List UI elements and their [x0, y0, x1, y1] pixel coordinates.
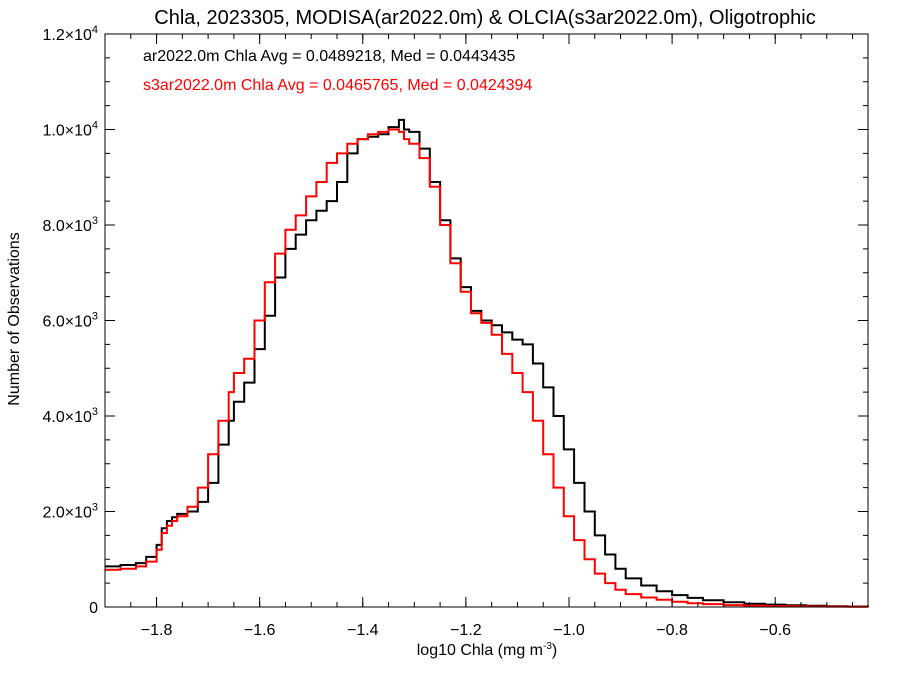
x-axis-label-superscript: -3 — [543, 641, 552, 652]
x-tick-label-2: −1.4 — [347, 622, 379, 639]
y-tick-label-6: 1.2×104 — [42, 24, 98, 44]
x-tick-label-1: −1.6 — [244, 622, 276, 639]
x-tick-label-6: −0.6 — [759, 622, 791, 639]
annotation-0: ar2022.0m Chla Avg = 0.0489218, Med = 0.… — [143, 48, 516, 65]
y-tick-label-3: 6.0×103 — [42, 311, 98, 331]
series-layer — [105, 118, 869, 608]
x-tick-label-0: −1.8 — [141, 622, 173, 639]
annotation-1: s3ar2022.0m Chla Avg = 0.0465765, Med = … — [143, 77, 532, 94]
y-tick-label-4: 8.0×103 — [42, 215, 98, 235]
chart-title: Chla, 2023305, MODISA(ar2022.0m) & OLCIA… — [154, 7, 815, 29]
y-tick-label-5: 1.0×104 — [42, 120, 98, 140]
x-tick-label-3: −1.2 — [450, 622, 482, 639]
x-axis-label: log10 Chla (mg m-3) — [417, 641, 558, 659]
annotation-layer: ar2022.0m Chla Avg = 0.0489218, Med = 0.… — [143, 48, 532, 94]
y-axis-label: Number of Observations — [6, 232, 23, 405]
y-tick-label-1: 2.0×103 — [42, 502, 98, 522]
x-axis-label-end: ) — [552, 642, 557, 659]
x-tick-label-5: −0.8 — [656, 622, 688, 639]
y-tick-label-2: 4.0×103 — [42, 406, 98, 426]
y-tick-label-0: 0 — [89, 600, 98, 617]
x-axis-label-main: log10 Chla (mg m — [417, 642, 543, 659]
tick-layer: −1.8 −1.6 −1.4 −1.2 −1.0 −0.8 −0.6 0 2.0×103 4.0×… — [42, 24, 868, 639]
x-tick-label-4: −1.0 — [553, 622, 585, 639]
series-line-1 — [105, 128, 869, 608]
